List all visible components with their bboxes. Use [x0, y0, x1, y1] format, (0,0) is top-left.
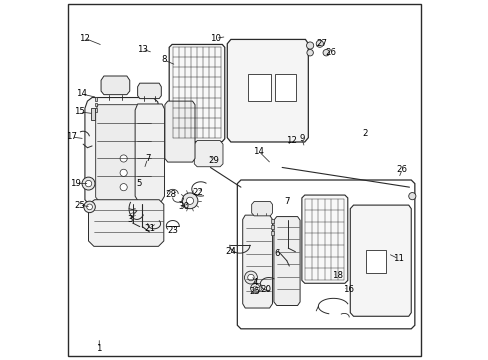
Bar: [91, 108, 94, 120]
Circle shape: [182, 193, 198, 209]
Polygon shape: [237, 180, 414, 329]
Text: 10: 10: [210, 34, 221, 43]
Text: 6: 6: [273, 249, 279, 258]
Text: 13: 13: [137, 45, 147, 54]
Polygon shape: [88, 200, 163, 246]
Text: 30: 30: [178, 202, 189, 211]
Circle shape: [86, 204, 92, 210]
Text: 11: 11: [392, 255, 404, 264]
Circle shape: [253, 286, 257, 291]
Polygon shape: [242, 215, 272, 308]
Polygon shape: [169, 44, 224, 141]
Circle shape: [316, 40, 323, 47]
Text: 1: 1: [96, 344, 102, 353]
Circle shape: [120, 155, 127, 162]
Text: 22: 22: [192, 188, 203, 197]
Text: 16: 16: [342, 285, 353, 294]
Text: 8: 8: [161, 55, 166, 64]
Circle shape: [120, 169, 127, 176]
Text: 28: 28: [165, 190, 176, 199]
Circle shape: [120, 184, 127, 191]
Text: 14: 14: [253, 147, 264, 156]
Text: 24: 24: [225, 247, 236, 256]
Bar: [271, 220, 273, 223]
Bar: [366, 250, 386, 273]
Polygon shape: [194, 140, 223, 167]
Text: 17: 17: [66, 132, 77, 141]
Text: 18: 18: [331, 270, 343, 279]
Text: 29: 29: [208, 156, 219, 165]
Text: 9: 9: [299, 134, 304, 143]
Circle shape: [247, 274, 254, 281]
Polygon shape: [349, 205, 410, 316]
Text: 23: 23: [167, 226, 178, 235]
Polygon shape: [227, 40, 308, 142]
Circle shape: [323, 49, 329, 56]
Text: 7: 7: [284, 197, 289, 206]
Text: 19: 19: [70, 179, 81, 188]
Polygon shape: [164, 101, 195, 162]
Circle shape: [85, 180, 92, 187]
Text: 21: 21: [143, 224, 155, 233]
Circle shape: [306, 42, 313, 49]
Polygon shape: [85, 98, 159, 205]
Circle shape: [253, 283, 262, 292]
Text: 25: 25: [248, 287, 260, 296]
Text: 12: 12: [285, 136, 296, 145]
Text: 12: 12: [79, 34, 90, 43]
Text: 4: 4: [252, 278, 258, 287]
Circle shape: [82, 177, 95, 190]
Polygon shape: [273, 217, 300, 306]
Text: 15: 15: [74, 107, 85, 116]
Text: 26: 26: [325, 48, 335, 57]
Polygon shape: [96, 105, 151, 202]
Circle shape: [244, 271, 257, 284]
Polygon shape: [137, 83, 161, 99]
Text: 27: 27: [315, 39, 326, 48]
Circle shape: [408, 193, 415, 200]
Bar: [94, 108, 97, 112]
Bar: [271, 231, 273, 234]
Bar: [94, 103, 97, 107]
Polygon shape: [251, 202, 272, 216]
Polygon shape: [101, 76, 129, 95]
Text: 7: 7: [144, 154, 150, 163]
Text: 14: 14: [76, 89, 87, 98]
Circle shape: [306, 49, 313, 56]
Bar: [94, 97, 97, 101]
Polygon shape: [301, 195, 347, 283]
Circle shape: [83, 201, 95, 213]
Circle shape: [250, 284, 260, 293]
Text: 5: 5: [136, 179, 141, 188]
Circle shape: [186, 197, 193, 204]
Bar: [247, 74, 271, 101]
Polygon shape: [135, 104, 164, 202]
Text: 26: 26: [396, 165, 407, 174]
Bar: [271, 225, 273, 229]
Text: 25: 25: [74, 201, 85, 210]
Text: 2: 2: [361, 129, 366, 138]
Text: 20: 20: [260, 285, 271, 294]
Text: 3: 3: [127, 215, 132, 224]
Bar: [274, 74, 296, 101]
